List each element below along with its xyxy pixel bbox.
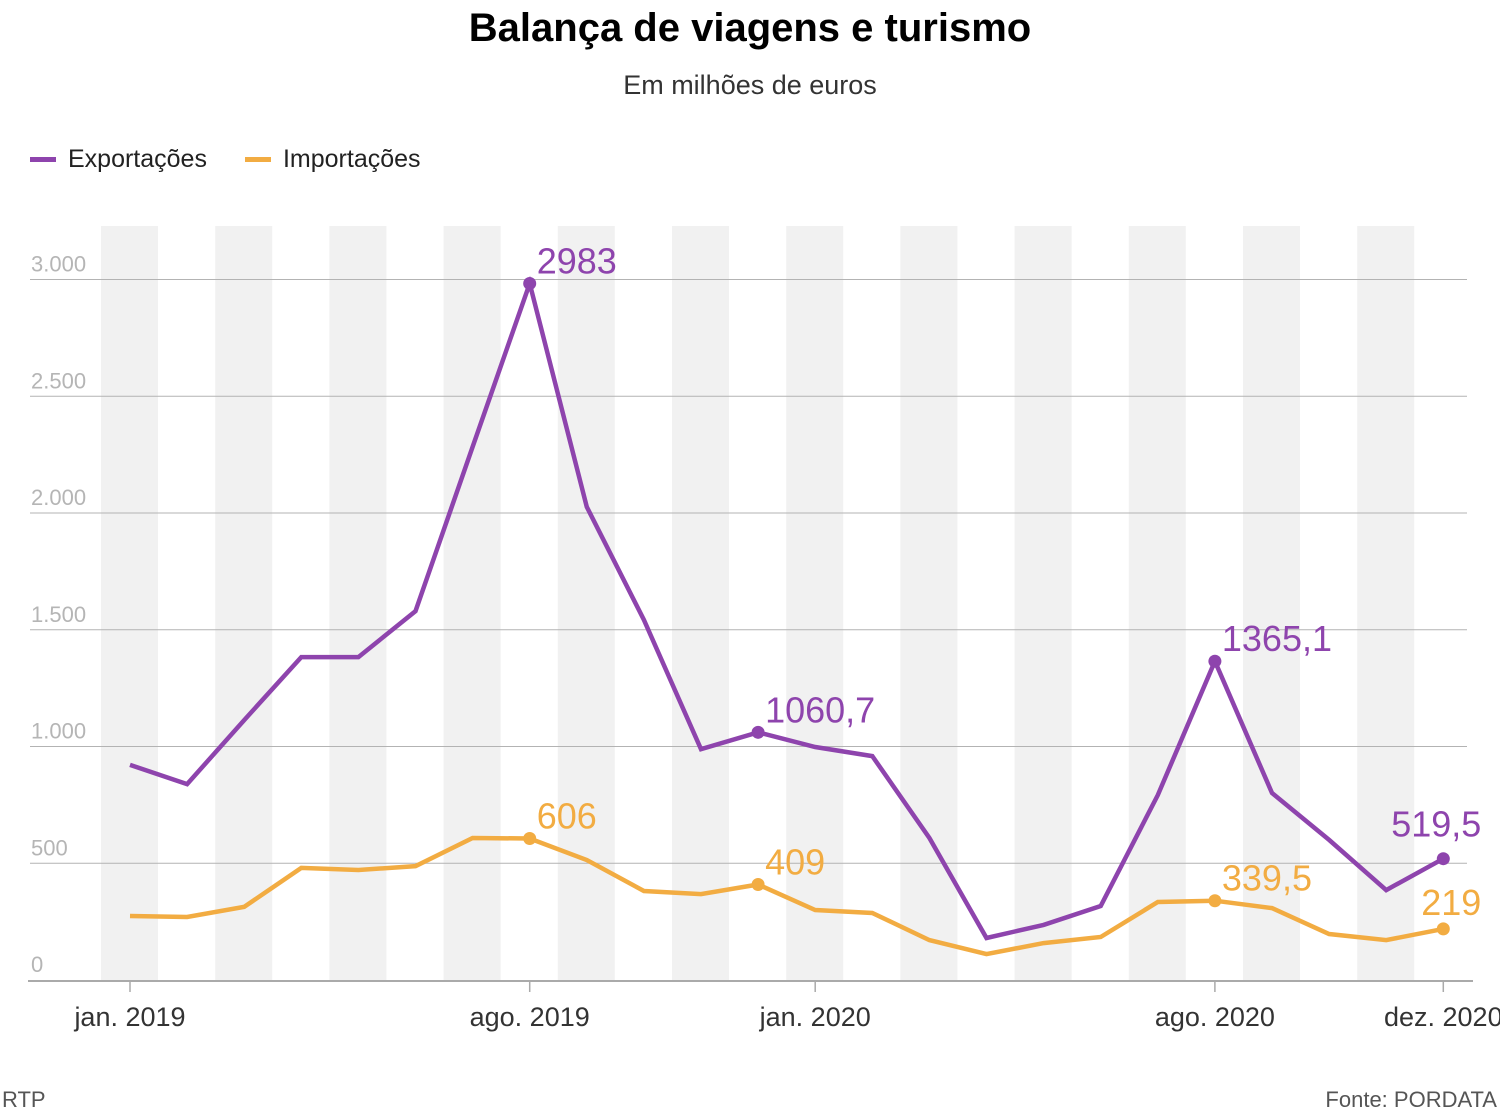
x-tick-label: dez. 2020 [1384, 1002, 1500, 1032]
y-tick-label: 2.500 [31, 368, 86, 393]
y-axis-ticks: 0 500 1.000 1.500 2.000 2.500 3.000 [31, 252, 86, 978]
y-tick-label: 3.000 [31, 252, 86, 277]
background-band [1357, 226, 1415, 980]
series-line-exportacoes [129, 275, 1445, 941]
series-markers [523, 276, 1450, 936]
data-point-marker [1436, 852, 1450, 866]
data-point-marker [1436, 922, 1450, 936]
background-band [900, 226, 958, 980]
background-band [786, 226, 844, 980]
background-band [329, 226, 387, 980]
y-tick-label: 0 [31, 952, 43, 977]
data-label: 219 [1421, 882, 1481, 923]
background-band [101, 226, 158, 980]
data-point-marker [523, 276, 537, 290]
x-tick-label: jan. 2019 [73, 1002, 185, 1032]
series-lines [129, 275, 1445, 957]
legend-label-exportacoes: Exportações [68, 145, 207, 173]
series-line-importacoes [129, 835, 1444, 957]
data-label: 519,5 [1391, 804, 1481, 845]
x-axis: jan. 2019 ago. 2019 jan. 2020 ago. 2020 dez.… [28, 980, 1500, 1032]
background-band [672, 226, 729, 980]
background-band [1128, 226, 1186, 980]
background-band [1243, 226, 1300, 980]
data-point-marker [751, 877, 765, 891]
gridlines [30, 279, 1467, 864]
y-tick-label: 2.000 [31, 485, 86, 510]
legend-swatch-importacoes [244, 157, 271, 162]
legend-item-importacoes[interactable]: Importações [244, 145, 421, 174]
footer-source: Fonte: PORDATA [1325, 1087, 1497, 1112]
background-band [557, 226, 615, 980]
data-point-marker [1208, 894, 1222, 908]
footer-credit: RTP [2, 1087, 46, 1112]
data-point-marker [1208, 654, 1222, 668]
chart-title: Balança de viagens e turismo [468, 6, 1032, 50]
background-band [1014, 226, 1072, 980]
x-tick-label: jan. 2020 [759, 1002, 871, 1032]
data-label: 409 [765, 841, 825, 882]
x-tick-label: ago. 2020 [1155, 1002, 1275, 1032]
legend-swatch-exportacoes [30, 157, 56, 162]
background-band [443, 226, 501, 980]
legend-item-exportacoes[interactable]: Exportações [30, 145, 207, 174]
data-labels: 2983 1060,7 1365,1 519,5 606 409 339,5 219 [537, 240, 1482, 922]
data-label: 339,5 [1222, 858, 1312, 899]
y-tick-label: 1.500 [31, 602, 86, 627]
data-label: 606 [537, 795, 597, 836]
data-point-marker [751, 725, 765, 739]
data-label: 2983 [537, 240, 617, 281]
chart-subtitle: Em milhões de euros [623, 70, 877, 100]
background-bands [101, 226, 1415, 980]
y-tick-label: 1.000 [31, 719, 86, 744]
data-label: 1365,1 [1222, 618, 1332, 659]
background-band [215, 226, 273, 980]
legend: Exportações Importações [30, 145, 459, 174]
legend-label-importacoes: Importações [282, 145, 421, 173]
y-tick-label: 500 [31, 835, 68, 860]
x-tick-label: ago. 2019 [470, 1002, 590, 1032]
data-label: 1060,7 [765, 689, 875, 730]
data-point-marker [523, 831, 537, 845]
